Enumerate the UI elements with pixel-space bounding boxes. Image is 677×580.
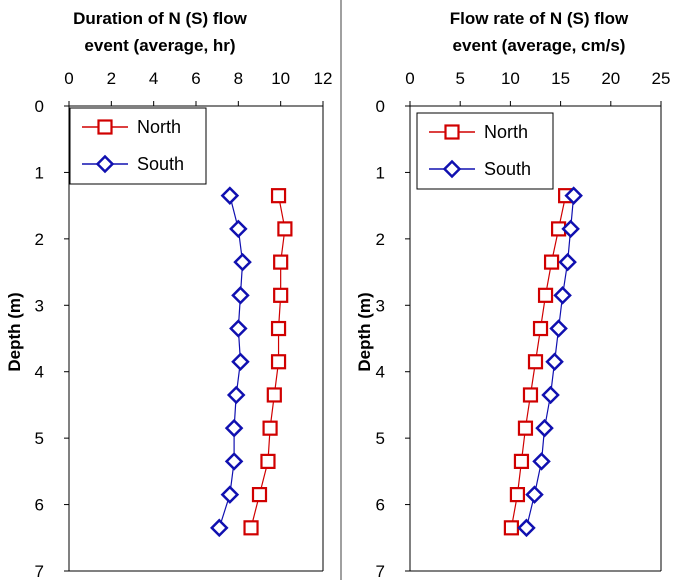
x-tick-label: 12 <box>314 69 333 88</box>
y-tick-label: 7 <box>35 562 44 580</box>
data-point-north <box>503 520 520 536</box>
y-tick-label: 1 <box>376 163 385 182</box>
data-point-south <box>561 219 580 239</box>
data-point-south <box>224 418 244 438</box>
legend-marker-south <box>95 154 115 174</box>
x-tick-label: 10 <box>501 69 520 88</box>
y-axis-label: Depth (m) <box>355 292 374 371</box>
data-point-south <box>545 352 564 372</box>
data-point-north <box>277 221 293 237</box>
legend-label-south: South <box>137 154 184 174</box>
x-tick-label: 0 <box>405 69 414 88</box>
data-point-south <box>229 319 248 338</box>
x-tick-label: 4 <box>149 69 158 88</box>
data-point-south <box>553 286 572 305</box>
x-tick-label: 8 <box>234 69 243 88</box>
data-point-north <box>509 487 526 503</box>
x-tick-label: 2 <box>107 69 116 88</box>
y-tick-label: 4 <box>35 363 44 382</box>
legend-marker-south <box>442 159 462 179</box>
chart-title-line-2: event (average, hr) <box>84 36 235 55</box>
data-point-north <box>270 320 287 337</box>
x-tick-label: 25 <box>652 69 671 88</box>
y-tick-label: 3 <box>35 296 44 315</box>
x-tick-label: 6 <box>191 69 200 88</box>
chart-title-line-1: Flow rate of N (S) flow <box>450 9 629 28</box>
data-point-south <box>541 385 560 405</box>
data-point-north <box>270 188 287 204</box>
data-point-south <box>558 252 577 272</box>
data-point-north <box>273 254 289 270</box>
y-axis-label: Depth (m) <box>5 292 24 371</box>
data-point-north <box>517 420 534 436</box>
y-tick-label: 6 <box>376 496 385 515</box>
legend-label-north: North <box>137 117 181 137</box>
y-tick-label: 5 <box>376 429 385 448</box>
data-point-south <box>233 252 252 272</box>
data-point-north <box>273 287 289 303</box>
data-point-south <box>224 452 244 471</box>
data-point-north <box>251 487 268 503</box>
chart-title-line-1: Duration of N (S) flow <box>73 9 248 28</box>
legend-label-north: North <box>484 122 528 142</box>
data-point-south <box>231 286 250 305</box>
data-point-south <box>525 485 544 504</box>
chart-duration: Duration of N (S) flow event (average, h… <box>5 9 332 580</box>
data-point-south <box>231 352 250 372</box>
data-point-north <box>513 453 530 469</box>
x-tick-label: 0 <box>64 69 73 88</box>
chart-flow-rate: Flow rate of N (S) flow event (average, … <box>355 9 670 580</box>
data-point-south <box>535 418 554 438</box>
data-point-south <box>517 518 536 538</box>
legend-box <box>69 107 207 185</box>
y-tick-label: 6 <box>35 496 44 515</box>
y-tick-label: 5 <box>35 429 44 448</box>
data-point-south <box>220 186 240 205</box>
data-point-south <box>532 452 551 471</box>
chart-title-line-2: event (average, cm/s) <box>453 36 626 55</box>
legend-box <box>416 112 554 190</box>
y-tick-label: 0 <box>35 97 44 116</box>
data-point-south <box>549 319 568 338</box>
y-tick-label: 1 <box>35 163 44 182</box>
data-point-south <box>220 485 240 504</box>
legend-marker-north <box>444 124 460 140</box>
data-point-north <box>262 420 278 436</box>
data-point-north <box>543 254 560 270</box>
y-tick-label: 0 <box>376 97 385 116</box>
data-point-north <box>243 520 259 536</box>
x-tick-label: 20 <box>601 69 620 88</box>
data-point-south <box>229 219 248 239</box>
data-point-north <box>527 354 544 370</box>
data-point-south <box>564 186 583 205</box>
data-point-south <box>210 518 229 538</box>
x-tick-label: 5 <box>455 69 464 88</box>
x-tick-label: 15 <box>551 69 570 88</box>
y-tick-label: 2 <box>35 230 44 249</box>
plot-area: 0 5 10 15 20 25 0 1 2 3 4 5 6 7 North South <box>376 69 671 580</box>
y-tick-label: 3 <box>376 296 385 315</box>
legend-label-south: South <box>484 159 531 179</box>
data-point-south <box>226 385 246 405</box>
data-point-north <box>260 453 276 469</box>
data-point-north <box>266 387 282 403</box>
data-point-north <box>537 287 554 303</box>
data-point-north <box>270 354 287 370</box>
data-point-north <box>532 320 549 337</box>
legend-marker-north <box>97 119 113 135</box>
x-tick-label: 10 <box>271 69 290 88</box>
data-point-north <box>522 387 539 403</box>
y-tick-label: 2 <box>376 230 385 249</box>
y-tick-label: 7 <box>376 562 385 580</box>
y-tick-label: 4 <box>376 363 385 382</box>
